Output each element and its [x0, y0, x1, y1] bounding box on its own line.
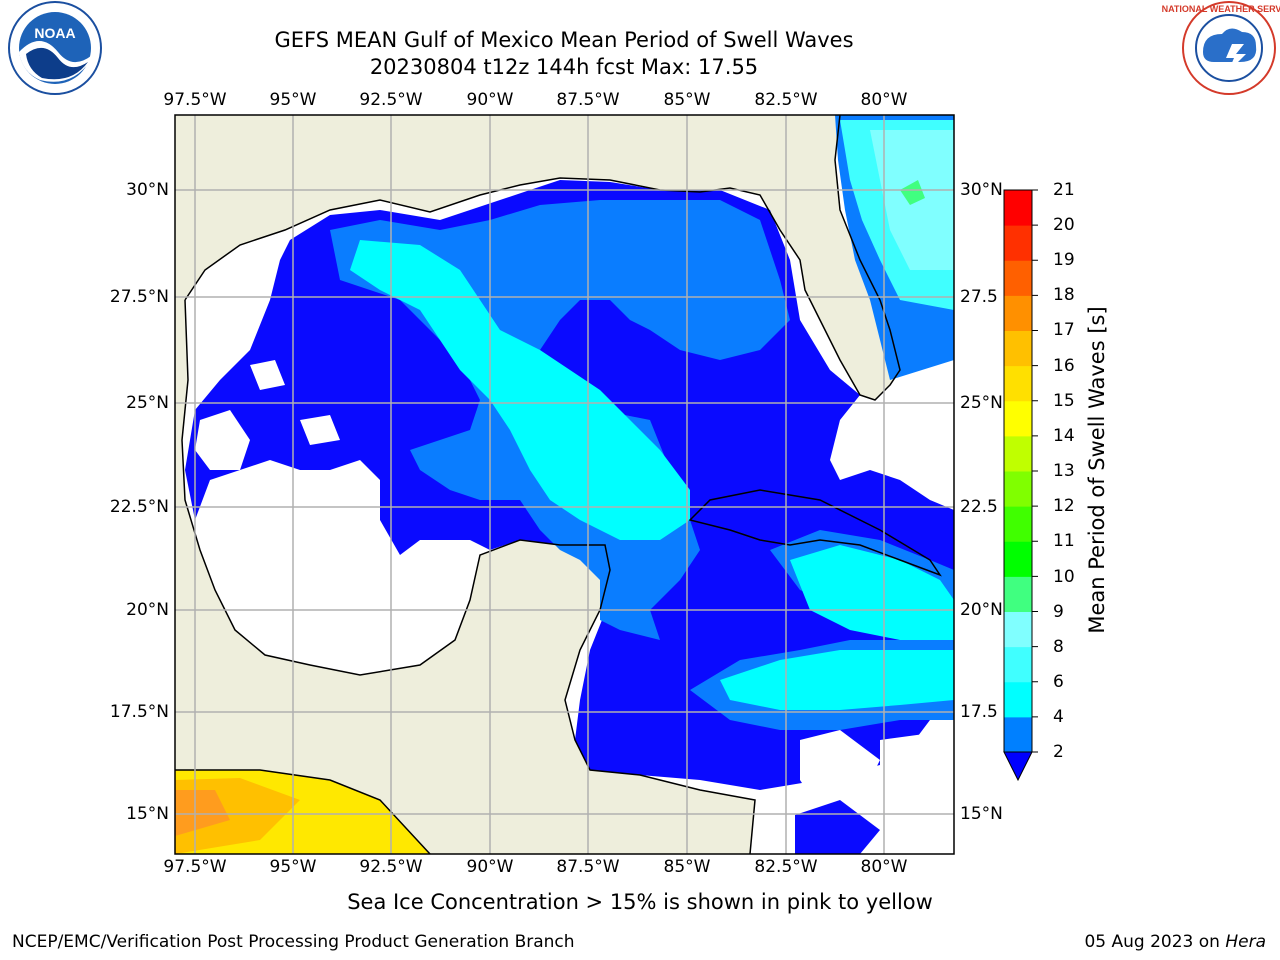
colorbar-tick-label: 14 [1053, 426, 1075, 446]
colorbar [1003, 189, 1038, 782]
colorbar-tick-label: 20 [1053, 215, 1075, 235]
colorbar-segment [1004, 330, 1032, 367]
lon-label-top: 85°W [663, 90, 711, 110]
coastlines [175, 115, 942, 854]
colorbar-segment [1004, 506, 1032, 542]
colorbar-segment [1004, 225, 1032, 261]
colorbar-segment [1004, 541, 1032, 577]
colorbar-segment [1004, 190, 1032, 226]
lon-label-bottom: 92.5°W [359, 857, 423, 877]
colorbar-segment [1004, 611, 1032, 648]
lat-label-right: 27.5 [960, 287, 998, 307]
colorbar-tick-label: 10 [1053, 567, 1075, 587]
lat-label-right: 15°N [960, 804, 1003, 824]
map-frame [174, 114, 955, 855]
colorbar-segment [1004, 260, 1032, 296]
colorbar-segment [1004, 400, 1032, 437]
noaa-logo-text: NOAA [34, 25, 75, 41]
lon-label-top: 95°W [269, 90, 317, 110]
lat-label-right: 22.5 [960, 497, 998, 517]
colorbar-segment [1004, 365, 1032, 402]
lon-label-top: 92.5°W [359, 90, 423, 110]
footer-date-text: 05 Aug 2023 on [1084, 932, 1226, 952]
lon-label-bottom: 87.5°W [556, 857, 620, 877]
lat-label-left: 25°N [126, 393, 169, 413]
sea-ice-note: Sea Ice Concentration > 15% is shown in … [0, 890, 1280, 914]
lat-label-left: 15°N [126, 804, 169, 824]
colorbar-tick-label: 12 [1053, 496, 1075, 516]
colorbar-segment [1004, 295, 1032, 331]
lat-label-left: 17.5°N [109, 702, 169, 722]
lon-label-bottom: 97.5°W [163, 857, 227, 877]
lon-label-top: 87.5°W [556, 90, 620, 110]
colorbar-tick-label: 11 [1053, 531, 1075, 551]
colorbar-tick-label: 2 [1053, 742, 1064, 762]
noaa-logo: NOAA [8, 1, 102, 95]
lon-label-top: 82.5°W [754, 90, 818, 110]
lon-label-bottom: 85°W [663, 857, 711, 877]
lon-label-bottom: 80°W [860, 857, 908, 877]
colorbar-tick-label: 13 [1053, 461, 1075, 481]
lat-label-right: 20°N [960, 600, 1003, 620]
colorbar-tick-label: 15 [1053, 391, 1075, 411]
chart-title: GEFS MEAN Gulf of Mexico Mean Period of … [274, 28, 854, 52]
lat-label-left: 20°N [126, 600, 169, 620]
colorbar-segment [1004, 576, 1032, 612]
swell-zone-6-8s [350, 240, 690, 540]
lat-label-right: 17.5 [960, 702, 998, 722]
colorbar-segment [1004, 471, 1032, 507]
colorbar-tick-label: 16 [1053, 356, 1075, 376]
lon-label-bottom: 90°W [466, 857, 514, 877]
colorbar-tick-label: 8 [1053, 637, 1064, 657]
colorbar-segment [1004, 435, 1032, 472]
lon-label-bottom: 95°W [269, 857, 317, 877]
lat-label-right: 25°N [960, 393, 1003, 413]
footer-credit: NCEP/EMC/Verification Post Processing Pr… [12, 932, 575, 952]
svg-text:NATIONAL WEATHER SERVICE: NATIONAL WEATHER SERVICE [1162, 4, 1280, 14]
lat-label-right: 30°N [960, 180, 1003, 200]
central-america-land [430, 770, 750, 854]
footer-host: Hera [1225, 932, 1266, 952]
colorbar-tick-label: 21 [1053, 180, 1075, 200]
lon-label-top: 80°W [860, 90, 908, 110]
graticule [175, 115, 954, 854]
colorbar-segment [1004, 681, 1032, 718]
colorbar-extension [1003, 751, 1033, 782]
lon-label-top: 90°W [466, 90, 514, 110]
lon-label-bottom: 82.5°W [754, 857, 818, 877]
colorbar-tick-label: 17 [1053, 320, 1075, 340]
colorbar-tick-label: 18 [1053, 285, 1075, 305]
colorbar-segment [1004, 716, 1032, 753]
colorbar-label: Mean Period of Swell Waves [s] [1085, 306, 1109, 634]
nws-logo: NATIONAL WEATHER SERVICE [1162, 1, 1280, 95]
colorbar-tick-label: 9 [1053, 602, 1064, 622]
lon-label-top: 97.5°W [163, 90, 227, 110]
colorbar-tick-label: 19 [1053, 250, 1075, 270]
lat-label-left: 27.5°N [109, 287, 169, 307]
colorbar-tick-label: 6 [1053, 672, 1064, 692]
sea-ice-note-text: Sea Ice Concentration > 15% is shown in … [347, 890, 933, 914]
map-panel [175, 115, 954, 854]
lat-label-left: 30°N [126, 180, 169, 200]
yucatan-land [470, 540, 610, 760]
footer-date: 05 Aug 2023 on Hera [1084, 932, 1266, 952]
chart-subtitle: 20230804 t12z 144h fcst Max: 17.55 [369, 55, 759, 79]
colorbar-segment [1004, 646, 1032, 683]
colorbar-tick-label: 4 [1053, 707, 1064, 727]
lat-label-left: 22.5°N [109, 497, 169, 517]
